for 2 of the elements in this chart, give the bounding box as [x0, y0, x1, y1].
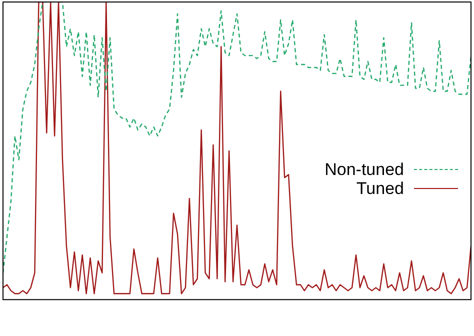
legend-label: Non-tuned [324, 160, 404, 179]
legend-label: Tuned [356, 179, 404, 198]
